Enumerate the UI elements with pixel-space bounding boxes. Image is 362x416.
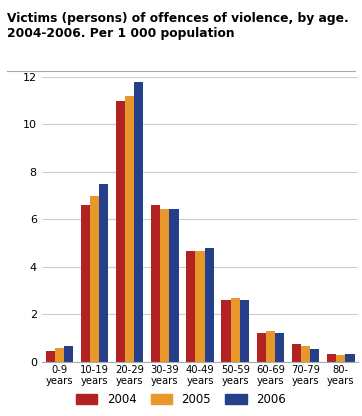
Bar xyxy=(336,355,345,362)
Bar xyxy=(231,298,240,362)
Bar xyxy=(195,252,205,362)
Bar xyxy=(222,300,231,362)
Bar xyxy=(275,334,284,362)
Bar xyxy=(169,209,178,362)
Bar xyxy=(327,354,336,362)
Bar xyxy=(125,96,134,362)
Bar xyxy=(186,252,195,362)
Bar xyxy=(134,82,143,362)
Legend: 2004, 2005, 2006: 2004, 2005, 2006 xyxy=(76,393,286,406)
Bar xyxy=(292,344,301,362)
Bar xyxy=(90,196,99,362)
Bar xyxy=(99,184,108,362)
Bar xyxy=(310,349,319,362)
Bar xyxy=(116,101,125,362)
Bar xyxy=(81,205,90,362)
Bar xyxy=(205,248,214,362)
Bar xyxy=(266,331,275,362)
Bar xyxy=(301,347,310,362)
Bar xyxy=(55,348,64,362)
Bar xyxy=(160,209,169,362)
Bar xyxy=(240,300,249,362)
Bar xyxy=(151,205,160,362)
Bar xyxy=(257,334,266,362)
Text: Victims (persons) of offences of violence, by age.
2004-2006. Per 1 000 populati: Victims (persons) of offences of violenc… xyxy=(7,12,349,40)
Bar xyxy=(46,351,55,362)
Bar xyxy=(64,347,73,362)
Bar xyxy=(345,354,354,362)
